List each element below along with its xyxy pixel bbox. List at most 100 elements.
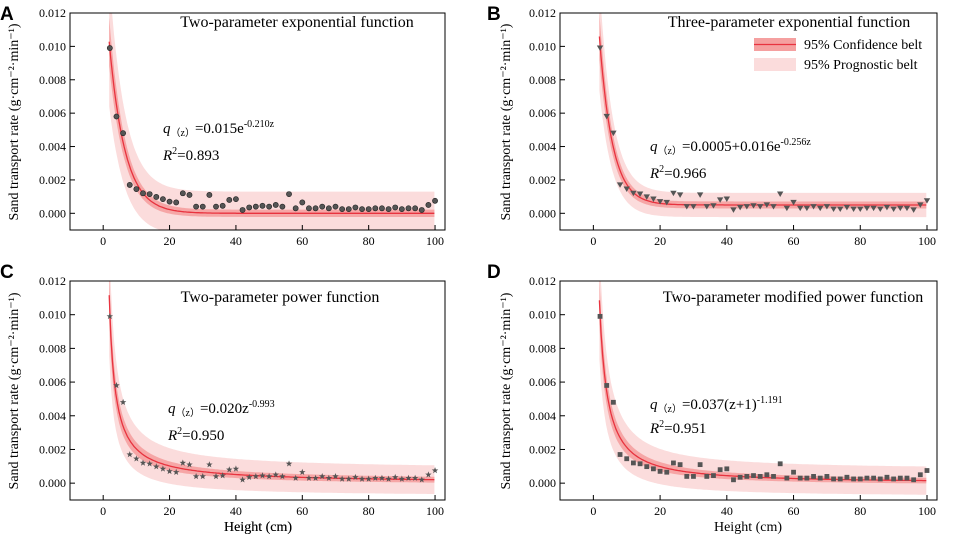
x-tick-label: 100 [918, 234, 936, 248]
data-point [863, 205, 871, 212]
x-tick-label: 100 [426, 504, 444, 518]
x-tick-label: 60 [788, 234, 800, 248]
data-point [126, 182, 133, 188]
panel-letter: D [487, 262, 501, 283]
data-point [671, 460, 676, 466]
r2-superscript: 2 [659, 419, 664, 430]
data-point [179, 459, 187, 466]
r2-value: =0.951 [664, 421, 706, 437]
legend-label: 95% Prognostic belt [804, 58, 918, 73]
data-point [851, 476, 856, 482]
data-point [630, 460, 636, 466]
data-point [239, 207, 246, 213]
data-point [656, 199, 664, 205]
equation: q（z）=0.037(z+1)-1.191 [650, 395, 783, 415]
data-point [776, 191, 784, 197]
chart-title: Two-parameter modified power function [663, 289, 924, 306]
equation: q（z）=0.0005+0.016e-0.256z [650, 137, 811, 157]
legend-label: 95% Confidence belt [804, 38, 922, 53]
data-point [797, 475, 803, 481]
y-tick-label: 0.012 [529, 274, 556, 288]
panel-B: 0 20 40 60 80 100 0.000 0.002 0.004 0.006 0.008 0.0… [487, 4, 938, 248]
data-point [923, 198, 931, 204]
data-point [871, 475, 877, 481]
confidence-band [109, 17, 435, 217]
eq-body: =0.020z [200, 401, 249, 417]
data-point [857, 206, 864, 213]
data-point [338, 475, 346, 482]
eq-subscript: （z） [658, 145, 682, 157]
r2-value: =0.893 [177, 148, 219, 164]
fit-line [108, 295, 435, 481]
data-point [644, 464, 650, 470]
data-point [870, 205, 877, 212]
data-point [744, 474, 750, 479]
y-tick-label: 0.006 [39, 375, 66, 389]
data-point [233, 196, 239, 203]
data-point [777, 461, 783, 467]
data-point [272, 471, 279, 478]
data-point [232, 465, 240, 472]
eq-q: q [168, 401, 176, 417]
data-point [737, 474, 743, 480]
plot-area [597, 281, 930, 495]
y-tick-label: 0.004 [39, 140, 66, 154]
data-point [325, 474, 333, 481]
data-point [146, 460, 153, 467]
data-point [292, 205, 299, 212]
data-point [113, 382, 120, 389]
data-point [657, 468, 663, 474]
data-point [904, 475, 910, 481]
x-tick-label: 40 [721, 234, 733, 248]
y-tick-label: 0.008 [529, 341, 556, 355]
data-point [312, 474, 319, 481]
y-tick-label: 0.008 [529, 73, 556, 87]
data-point [193, 203, 200, 210]
data-point [385, 206, 392, 213]
data-point [736, 204, 744, 211]
data-point [684, 474, 690, 479]
data-point [398, 475, 406, 482]
data-point [810, 204, 817, 210]
data-point [617, 452, 623, 457]
chart-title: Two-parameter exponential function [180, 14, 413, 31]
y-tick-label: 0.012 [529, 6, 556, 20]
data-point [670, 190, 677, 197]
data-point [704, 474, 710, 479]
data-point [891, 476, 897, 482]
x-tick-label: 40 [230, 234, 242, 248]
data-point [604, 383, 610, 388]
r2-superscript: 2 [659, 164, 664, 175]
y-tick-label: 0.010 [529, 39, 556, 53]
y-axis-title: Sand transport rate (g·cm⁻²·min⁻¹) [499, 292, 514, 489]
data-point [133, 186, 140, 193]
data-point [213, 203, 219, 210]
y-tick-label: 0.000 [39, 476, 66, 490]
data-point [696, 192, 704, 198]
data-point [630, 190, 637, 197]
data-point [724, 466, 730, 472]
data-point [259, 472, 266, 479]
r2-symbol: R [162, 148, 172, 164]
data-point [897, 205, 904, 212]
r-squared: R2=0.893 [162, 146, 219, 164]
panel-letter: C [0, 262, 14, 283]
data-point [166, 198, 173, 205]
data-point [917, 472, 923, 478]
eq-q: q [163, 121, 171, 137]
r-squared: R2=0.950 [167, 426, 224, 444]
data-point [703, 204, 710, 210]
y-tick-label: 0.010 [39, 39, 66, 53]
data-point [743, 204, 751, 210]
panel-letter: B [487, 4, 501, 25]
data-point [683, 204, 690, 210]
data-point [265, 473, 273, 480]
data-point [306, 205, 312, 212]
data-point [596, 45, 604, 51]
data-point [345, 206, 352, 213]
data-point [219, 202, 226, 209]
data-point [791, 469, 796, 475]
y-tick-label: 0.012 [39, 6, 66, 20]
y-axis-title: Sand transport rate (g·cm⁻²·min⁻¹) [7, 23, 22, 220]
fit-line [108, 41, 435, 214]
